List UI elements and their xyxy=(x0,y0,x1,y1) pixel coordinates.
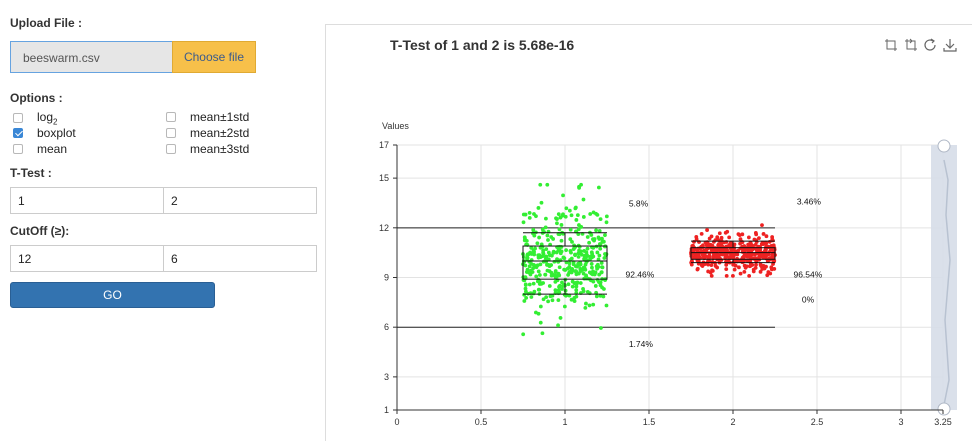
option-boxplot[interactable]: boxplot xyxy=(13,126,76,140)
option-mean-1std[interactable]: mean±1std xyxy=(166,110,249,124)
mean-3std-checkbox[interactable] xyxy=(166,144,176,154)
options-label: Options : xyxy=(10,91,63,105)
download-icon[interactable] xyxy=(943,38,957,52)
option-log2[interactable]: log2 xyxy=(13,110,57,126)
boxplot-checkbox[interactable] xyxy=(13,128,23,138)
option-mean-2std[interactable]: mean±2std xyxy=(166,126,249,140)
mean-1std-label: mean±1std xyxy=(190,110,250,124)
zoom-in-icon[interactable] xyxy=(884,38,898,52)
mean-checkbox[interactable] xyxy=(13,144,23,154)
log2-label: log2 xyxy=(37,110,58,127)
restore-icon[interactable] xyxy=(923,38,937,52)
log2-checkbox[interactable] xyxy=(13,113,23,124)
zoom-reset-icon[interactable] xyxy=(904,38,918,52)
chart-panel xyxy=(325,24,972,441)
mean-label: mean xyxy=(37,142,68,156)
chart-title: T-Test of 1 and 2 is 5.68e-16 xyxy=(390,37,575,53)
option-mean[interactable]: mean xyxy=(13,142,67,156)
cutoff-value-a-input[interactable]: 12 xyxy=(10,245,164,272)
ttest-group-a-input[interactable]: 1 xyxy=(10,187,164,214)
cutoff-value-b-input[interactable]: 6 xyxy=(163,245,317,272)
mean-2std-label: mean±2std xyxy=(190,126,250,140)
go-button[interactable]: GO xyxy=(10,282,215,308)
mean-3std-label: mean±3std xyxy=(190,142,250,156)
cutoff-label: CutOff (≥): xyxy=(10,224,70,238)
ttest-label: T-Test : xyxy=(10,166,52,180)
boxplot-label: boxplot xyxy=(37,126,76,140)
mean-2std-checkbox[interactable] xyxy=(166,128,176,138)
file-name-field[interactable]: beeswarm.csv xyxy=(10,41,172,73)
option-mean-3std[interactable]: mean±3std xyxy=(166,142,249,156)
mean-1std-checkbox[interactable] xyxy=(166,112,176,122)
upload-file-label: Upload File : xyxy=(10,16,82,30)
ttest-group-b-input[interactable]: 2 xyxy=(163,187,317,214)
choose-file-button[interactable]: Choose file xyxy=(172,41,256,73)
